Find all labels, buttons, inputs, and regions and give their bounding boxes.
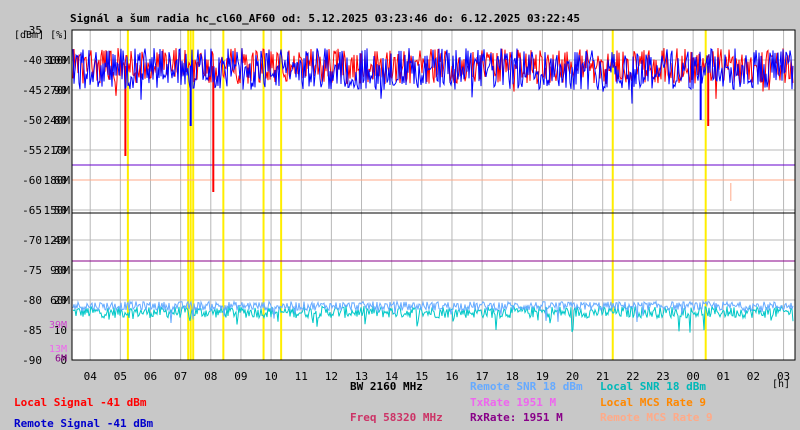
x-tick-label: 14 <box>385 370 399 383</box>
x-tick-label: 20 <box>566 370 579 383</box>
remote-snr-line <box>72 299 794 324</box>
y-tick-rate: 300M <box>44 54 71 67</box>
legend-freq: Freq 58320 MHz <box>350 411 443 424</box>
y-tick-pct: 90 <box>54 84 67 97</box>
y-axis-units: [dBm] [%] <box>14 30 69 41</box>
y-tick-dbm: -55 <box>22 144 42 157</box>
legend-local-signal: Local Signal -41 dBm <box>14 396 147 409</box>
x-tick-label: 06 <box>144 370 157 383</box>
x-tick-label: 08 <box>204 370 217 383</box>
y-tick-dbm: -65 <box>22 204 42 217</box>
y-tick-rate: 60M <box>50 294 70 307</box>
x-tick-label: 11 <box>295 370 308 383</box>
legend-bw: BW 2160 MHz <box>350 380 423 393</box>
y-tick-dbm: -80 <box>22 294 42 307</box>
y-tick-dbm: -40 <box>22 54 42 67</box>
x-tick-label: 19 <box>536 370 549 383</box>
x-tick-label: 05 <box>114 370 127 383</box>
x-tick-label: 12 <box>325 370 338 383</box>
x-tick-label: 18 <box>506 370 519 383</box>
x-tick-label: 21 <box>596 370 609 383</box>
y-tick-rate: 210M <box>44 144 71 157</box>
y-tick-dbm: -50 <box>22 114 42 127</box>
y-tick-dbm: -85 <box>22 324 42 337</box>
x-tick-label: 22 <box>626 370 639 383</box>
x-tick-label: 01 <box>717 370 730 383</box>
y-tick-rate: 90M <box>50 264 70 277</box>
y-tick-pct: 80 <box>54 114 67 127</box>
y-tick-pct: 10 <box>54 324 67 337</box>
legend-local-mcs: Local MCS Rate 9 <box>600 396 706 409</box>
y-tick-pct: 100 <box>47 54 67 67</box>
y-tick-rate: 240M <box>44 114 71 127</box>
legend-remote-snr: Remote SNR 18 dBm <box>470 380 583 393</box>
x-tick-label: 17 <box>475 370 488 383</box>
y-tick-dbm: -90 <box>22 354 42 367</box>
y-tick-rate: 150M <box>44 204 71 217</box>
y-tick-rate-extra: 13M <box>49 344 67 355</box>
legend-remote-mcs: Remote MCS Rate 9 <box>600 411 713 424</box>
x-tick-label: 09 <box>234 370 247 383</box>
plot-frame <box>71 29 796 361</box>
y-tick-dbm: -75 <box>22 264 42 277</box>
x-tick-label: 16 <box>445 370 458 383</box>
y-tick-dbm: -60 <box>22 174 42 187</box>
x-tick-label: 07 <box>174 370 187 383</box>
x-tick-label: 00 <box>687 370 700 383</box>
y-tick-pct: 30 <box>54 264 67 277</box>
x-tick-label: 02 <box>747 370 760 383</box>
y-tick-rate: 180M <box>44 174 71 187</box>
y-tick-pct: 70 <box>54 144 67 157</box>
y-tick-dbm: -35 <box>22 24 42 37</box>
y-tick-pct: 40 <box>54 234 67 247</box>
legend-remote-signal: Remote Signal -41 dBm <box>14 417 154 430</box>
x-tick-label: 03 <box>777 370 790 383</box>
x-tick-label: 15 <box>415 370 428 383</box>
y-tick-rate-extra: 6M <box>55 354 67 365</box>
y-tick-rate: 120M <box>44 234 71 247</box>
y-tick-rate-extra: 39M <box>49 320 67 331</box>
x-tick-label: 04 <box>84 370 98 383</box>
x-tick-label: 10 <box>264 370 277 383</box>
chart-title: Signál a šum radia hc_cl60_AF60 od: 5.12… <box>70 12 580 25</box>
y-tick-pct: 50 <box>54 204 67 217</box>
y-tick-rate: 270M <box>44 84 71 97</box>
y-tick-dbm: -70 <box>22 234 42 247</box>
x-tick-label: 23 <box>656 370 669 383</box>
y-tick-dbm: -45 <box>22 84 42 97</box>
legend-txrate: TxRate 1951 M <box>470 396 557 409</box>
y-tick-pct: 0 <box>60 354 67 367</box>
y-tick-pct: 20 <box>54 294 67 307</box>
y-tick-pct: 60 <box>54 174 67 187</box>
remote-signal-line <box>72 47 794 104</box>
x-axis-unit: [h] <box>772 379 791 390</box>
legend-local-snr: Local SNR 18 dBm <box>600 380 706 393</box>
x-tick-label: 13 <box>355 370 368 383</box>
legend-rxrate: RxRate: 1951 M <box>470 411 563 424</box>
